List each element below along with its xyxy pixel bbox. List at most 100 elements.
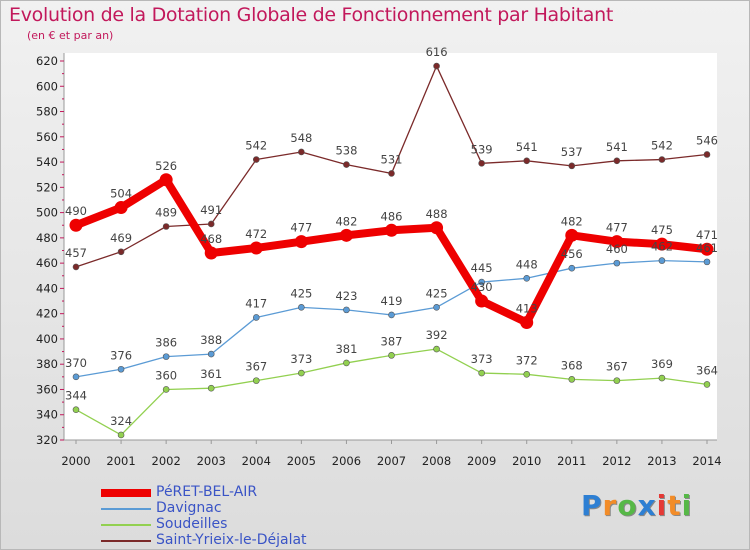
data-point <box>433 304 440 311</box>
data-point <box>72 373 80 381</box>
data-label: 364 <box>696 363 718 377</box>
data-label: 475 <box>651 223 673 237</box>
data-point <box>298 148 305 156</box>
data-label: 477 <box>290 221 312 235</box>
data-point <box>433 62 440 70</box>
data-point <box>207 350 215 358</box>
y-tick-label: 480 <box>36 231 58 245</box>
data-label: 477 <box>606 221 628 235</box>
data-point <box>658 156 666 163</box>
data-point <box>478 369 485 377</box>
x-tick-label: 2012 <box>602 454 631 468</box>
data-point <box>117 431 125 439</box>
data-point <box>207 384 215 392</box>
data-label: 430 <box>471 280 493 294</box>
data-label: 488 <box>426 207 448 221</box>
data-label: 541 <box>516 140 538 154</box>
data-point <box>298 369 305 377</box>
logo-letter: o <box>617 489 638 522</box>
data-point <box>343 306 350 314</box>
data-label: 469 <box>110 231 132 245</box>
x-tick-label: 2009 <box>467 454 496 468</box>
legend-item: Davignac <box>101 500 361 517</box>
data-point <box>162 353 170 360</box>
legend-label: Davignac <box>156 500 222 516</box>
data-point <box>117 365 125 373</box>
data-point <box>343 161 350 168</box>
data-label: 372 <box>516 353 538 367</box>
data-label: 542 <box>651 139 673 153</box>
data-point <box>568 264 576 272</box>
y-tick-label: 600 <box>36 79 58 93</box>
y-tick-label: 500 <box>36 206 58 220</box>
data-point <box>613 259 621 267</box>
proxiti-logo: Proxiti <box>581 489 692 522</box>
data-point <box>703 258 711 266</box>
data-point <box>159 173 173 187</box>
logo-letter: P <box>581 489 603 522</box>
data-label: 361 <box>200 367 222 381</box>
data-point <box>207 220 215 228</box>
data-label: 425 <box>290 286 312 300</box>
data-point <box>430 221 444 235</box>
legend-item: Saint-Yrieix-le-Déjalat <box>101 532 361 549</box>
data-label: 376 <box>110 348 132 362</box>
legend-swatch <box>101 540 151 542</box>
data-point <box>523 157 531 165</box>
data-label: 548 <box>290 131 312 145</box>
y-tick-label: 420 <box>36 307 58 321</box>
legend-item: Soudeilles <box>101 516 361 533</box>
data-label: 425 <box>426 286 448 300</box>
data-label: 386 <box>155 336 177 350</box>
data-point <box>114 201 128 215</box>
data-label: 461 <box>696 241 718 255</box>
y-tick-label: 400 <box>36 332 58 346</box>
legend-swatch <box>101 524 151 526</box>
data-point <box>433 345 440 353</box>
data-label: 482 <box>335 214 357 228</box>
data-label: 360 <box>155 368 177 382</box>
data-point <box>252 314 260 321</box>
data-point <box>385 223 398 237</box>
y-tick-label: 620 <box>36 54 58 68</box>
legend-item: PéRET-BEL-AIR <box>101 484 361 501</box>
data-point <box>69 218 83 232</box>
data-label: 472 <box>245 227 267 241</box>
data-point <box>252 377 260 384</box>
data-point <box>162 386 170 393</box>
data-label: 388 <box>200 333 222 347</box>
data-label: 490 <box>65 204 87 218</box>
y-tick-label: 440 <box>36 281 58 295</box>
data-point <box>658 374 666 382</box>
x-tick-label: 2010 <box>512 454 541 468</box>
x-tick-label: 2000 <box>61 454 90 468</box>
data-point <box>388 170 395 177</box>
data-point <box>478 278 485 286</box>
data-point <box>703 151 711 158</box>
data-label: 471 <box>696 228 718 242</box>
x-tick-label: 2002 <box>152 454 181 468</box>
logo-letter: t <box>667 489 682 522</box>
y-tick-label: 340 <box>36 408 58 422</box>
data-label: 381 <box>335 342 357 356</box>
data-label: 538 <box>335 144 357 158</box>
x-tick-label: 2004 <box>242 454 271 468</box>
data-point <box>204 246 218 260</box>
data-label: 392 <box>426 328 448 342</box>
data-label: 486 <box>381 209 403 223</box>
data-point <box>523 371 531 378</box>
y-tick-label: 560 <box>36 130 58 144</box>
data-point <box>568 376 576 383</box>
data-label: 462 <box>651 240 673 254</box>
data-point <box>117 248 125 256</box>
data-label: 369 <box>651 357 673 371</box>
data-label: 417 <box>245 296 267 310</box>
legend-label: PéRET-BEL-AIR <box>156 484 258 500</box>
data-point <box>339 228 353 242</box>
data-label: 489 <box>155 205 177 219</box>
y-tick-label: 360 <box>36 382 58 396</box>
data-point <box>478 160 485 167</box>
data-label: 367 <box>245 360 267 374</box>
chart-title: Evolution de la Dotation Globale de Fonc… <box>9 4 614 26</box>
y-tick-label: 540 <box>36 155 58 169</box>
